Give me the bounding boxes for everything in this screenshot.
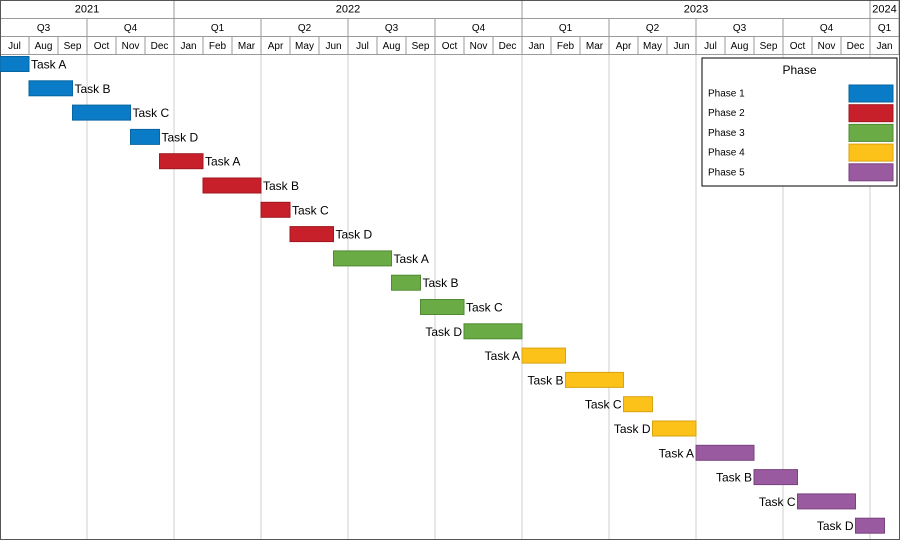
task-bar	[623, 396, 653, 413]
task-bar	[797, 493, 856, 510]
month-label: Jun	[325, 41, 341, 52]
month-label: Nov	[470, 41, 488, 52]
quarter-label: Q1	[559, 23, 573, 34]
month-label: May	[643, 41, 662, 52]
task-label: Task C	[585, 398, 622, 412]
legend-swatch	[848, 123, 894, 142]
year-label: 2023	[684, 4, 708, 16]
task-label: Task A	[394, 252, 429, 266]
task-label: Task A	[659, 446, 694, 460]
task-bar	[420, 299, 465, 315]
quarter-label: Q3	[733, 23, 747, 34]
month-label: Nov	[818, 41, 836, 52]
month-label: Dec	[499, 41, 517, 52]
month-label: Oct	[442, 41, 458, 52]
legend-title: Phase	[782, 63, 816, 77]
task-label: Task D	[162, 130, 199, 144]
task-bar	[260, 201, 291, 218]
legend-entry-label: Phase 4	[708, 148, 745, 159]
month-label: Jul	[8, 41, 21, 52]
legend-swatch	[848, 104, 894, 123]
legend-entry-label: Phase 5	[708, 167, 745, 178]
task-label: Task A	[31, 58, 66, 72]
task-label: Task D	[425, 325, 462, 339]
legend-entry-label: Phase 2	[708, 108, 745, 119]
task-bar	[28, 80, 73, 97]
quarter-label: Q4	[820, 23, 834, 34]
task-label: Task C	[292, 203, 329, 217]
task-label: Task A	[485, 349, 520, 363]
quarter-label: Q3	[37, 23, 51, 34]
month-label: Jun	[673, 41, 689, 52]
month-label: Jan	[180, 41, 196, 52]
task-label: Task B	[423, 276, 459, 290]
task-bar	[130, 128, 160, 145]
month-label: Nov	[122, 41, 140, 52]
quarter-label: Q3	[385, 23, 399, 34]
task-label: Task D	[336, 228, 373, 242]
month-label: Dec	[151, 41, 169, 52]
legend-entry-label: Phase 1	[708, 89, 745, 100]
month-label: May	[295, 41, 314, 52]
task-bar	[391, 274, 421, 291]
task-label: Task B	[75, 82, 111, 96]
legend-entry-label: Phase 3	[708, 128, 745, 139]
task-bar	[753, 469, 798, 486]
month-label: Mar	[586, 41, 604, 52]
quarter-label: Q2	[298, 23, 312, 34]
month-label: Sep	[412, 41, 430, 52]
task-bar	[565, 371, 624, 388]
task-label: Task C	[466, 301, 503, 315]
quarter-label: Q1	[878, 23, 892, 34]
quarter-label: Q4	[124, 23, 138, 34]
month-label: Jul	[704, 41, 717, 52]
task-bar	[289, 226, 334, 243]
task-bar	[333, 250, 392, 267]
year-label: 2021	[75, 4, 99, 16]
task-label: Task C	[759, 495, 796, 509]
task-bar	[202, 177, 262, 194]
task-label: Task B	[527, 373, 563, 387]
task-bar	[159, 153, 204, 170]
month-label: Aug	[731, 41, 749, 52]
month-label: Apr	[268, 41, 284, 52]
quarter-label: Q4	[472, 23, 486, 34]
month-label: Apr	[616, 41, 632, 52]
month-label: Jan	[876, 41, 892, 52]
legend-swatch	[848, 163, 894, 182]
legend-swatch	[848, 143, 894, 162]
month-label: Oct	[94, 41, 110, 52]
month-label: Feb	[209, 41, 227, 52]
task-bar	[695, 444, 755, 461]
month-label: Aug	[383, 41, 401, 52]
quarter-label: Q2	[646, 23, 660, 34]
task-bar	[463, 323, 523, 340]
quarter-label: Q1	[211, 23, 225, 34]
month-label: Jul	[356, 41, 369, 52]
task-bar	[855, 517, 885, 534]
month-label: Sep	[64, 41, 82, 52]
task-label: Task C	[133, 106, 170, 120]
task-bar	[652, 420, 697, 437]
month-label: Jan	[528, 41, 544, 52]
task-label: Task D	[614, 422, 651, 436]
task-label: Task B	[263, 179, 299, 193]
year-label: 2024	[872, 4, 896, 16]
month-label: Dec	[847, 41, 865, 52]
task-bar	[521, 347, 566, 364]
year-label: 2022	[336, 4, 360, 16]
month-label: Oct	[790, 41, 806, 52]
task-bar	[0, 56, 30, 72]
task-label: Task B	[716, 471, 752, 485]
task-label: Task A	[205, 155, 240, 169]
task-bar	[72, 104, 131, 121]
month-label: Aug	[35, 41, 53, 52]
month-label: Feb	[557, 41, 575, 52]
month-label: Sep	[760, 41, 778, 52]
legend-swatch	[848, 84, 894, 103]
task-label: Task D	[817, 519, 854, 533]
month-label: Mar	[238, 41, 256, 52]
